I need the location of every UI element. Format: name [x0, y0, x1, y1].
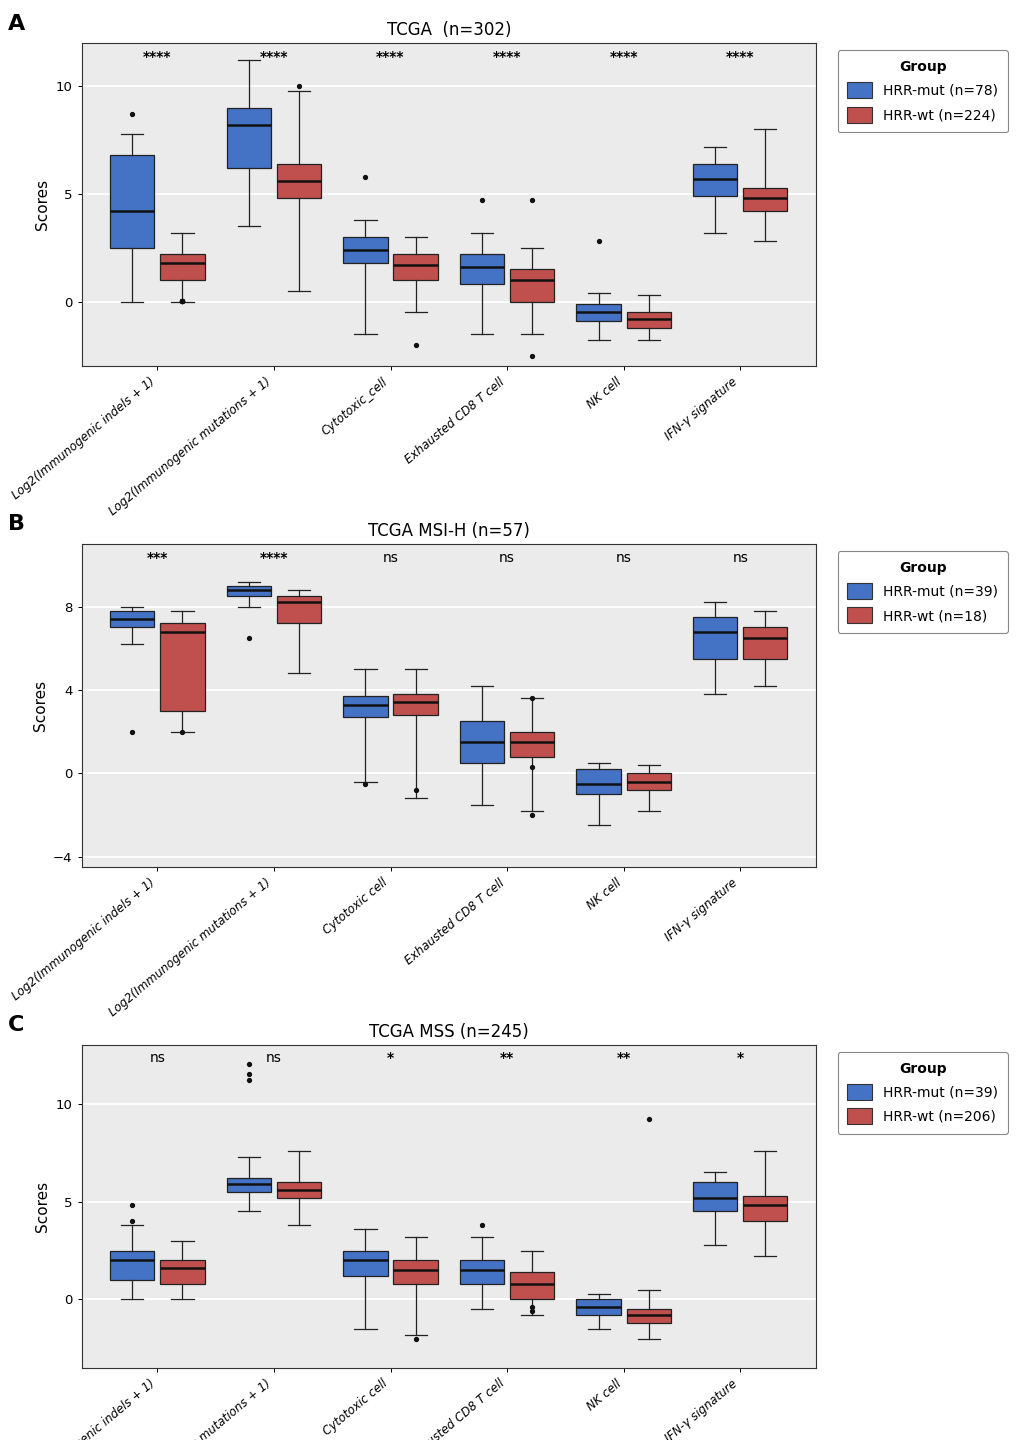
Bar	[110, 611, 154, 628]
Bar	[226, 108, 271, 168]
Bar	[160, 1260, 205, 1284]
Bar	[626, 1309, 671, 1323]
Text: ns: ns	[266, 1051, 281, 1066]
Bar	[510, 732, 553, 756]
Bar	[460, 721, 503, 763]
Text: ****: ****	[260, 550, 288, 564]
Y-axis label: Scores: Scores	[33, 680, 48, 732]
Bar	[743, 628, 787, 658]
Bar	[576, 1299, 621, 1315]
Bar	[343, 238, 387, 264]
Bar	[110, 1250, 154, 1280]
Y-axis label: Scores: Scores	[35, 1181, 50, 1233]
Text: **: **	[499, 1051, 514, 1066]
Bar	[343, 696, 387, 717]
Bar	[393, 255, 437, 281]
Bar	[692, 164, 737, 196]
Title: TCGA  (n=302): TCGA (n=302)	[386, 20, 511, 39]
Bar	[743, 1195, 787, 1221]
Text: ****: ****	[726, 49, 754, 63]
Bar	[226, 586, 271, 596]
Bar	[626, 773, 671, 791]
Text: *: *	[386, 1051, 393, 1066]
Bar	[743, 187, 787, 212]
Text: *: *	[736, 1051, 743, 1066]
Bar	[343, 1250, 387, 1276]
Y-axis label: Scores: Scores	[35, 179, 50, 230]
Bar	[160, 624, 205, 711]
Text: ****: ****	[143, 49, 171, 63]
Text: ns: ns	[732, 550, 747, 564]
Bar	[576, 769, 621, 795]
Bar	[576, 304, 621, 321]
Bar	[393, 694, 437, 716]
Text: ns: ns	[498, 550, 515, 564]
Bar	[393, 1260, 437, 1284]
Text: ns: ns	[382, 550, 398, 564]
Bar	[276, 164, 321, 199]
Text: ****: ****	[492, 49, 521, 63]
Bar	[692, 616, 737, 658]
Legend: HRR-mut (n=39), HRR-wt (n=206): HRR-mut (n=39), HRR-wt (n=206)	[837, 1051, 1007, 1135]
Title: TCGA MSI-H (n=57): TCGA MSI-H (n=57)	[368, 521, 529, 540]
Legend: HRR-mut (n=78), HRR-wt (n=224): HRR-mut (n=78), HRR-wt (n=224)	[837, 50, 1007, 132]
Bar	[226, 1178, 271, 1192]
Text: **: **	[615, 1051, 630, 1066]
Title: TCGA MSS (n=245): TCGA MSS (n=245)	[369, 1022, 528, 1041]
Bar	[460, 255, 503, 285]
Bar	[626, 312, 671, 327]
Bar	[160, 255, 205, 281]
Text: ***: ***	[147, 550, 168, 564]
Bar	[692, 1182, 737, 1211]
Text: ****: ****	[260, 49, 288, 63]
Bar	[460, 1260, 503, 1284]
Bar	[510, 1272, 553, 1299]
Text: ****: ****	[376, 49, 405, 63]
Legend: HRR-mut (n=39), HRR-wt (n=18): HRR-mut (n=39), HRR-wt (n=18)	[837, 552, 1007, 634]
Text: C: C	[8, 1015, 24, 1035]
Text: ****: ****	[608, 49, 637, 63]
Text: ns: ns	[150, 1051, 165, 1066]
Text: A: A	[8, 13, 25, 33]
Bar	[276, 1182, 321, 1198]
Bar	[110, 156, 154, 248]
Text: ns: ns	[615, 550, 631, 564]
Text: B: B	[8, 514, 25, 534]
Bar	[276, 596, 321, 624]
Bar	[510, 269, 553, 302]
